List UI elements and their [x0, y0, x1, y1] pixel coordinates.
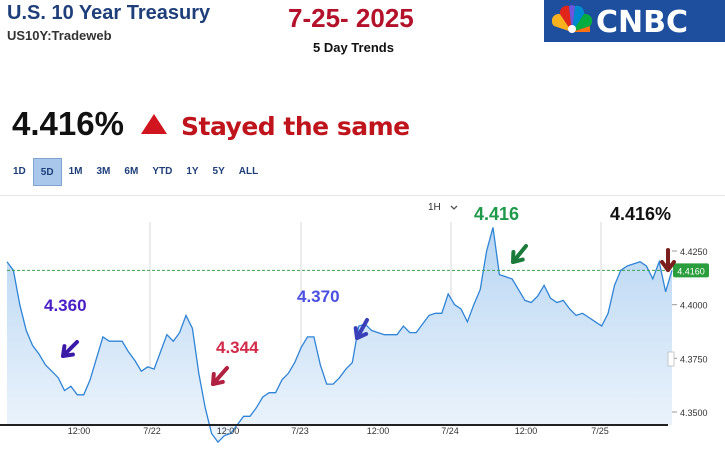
y-tick-label: 4.3500 [680, 408, 708, 418]
last-price: 4.416% [12, 105, 124, 142]
x-tick-label: 12:00 [515, 426, 538, 436]
scroll-handle [667, 351, 675, 367]
cnbc-logo: CNBC [544, 0, 725, 42]
range-tabs: 1D 5D 1M 3M 6M YTD 1Y 5Y ALL [6, 158, 265, 186]
arrow-4370 [355, 318, 369, 340]
annotation-label: 4.360 [44, 296, 87, 315]
tab-1y[interactable]: 1Y [186, 166, 199, 177]
x-tick-label: 7/22 [143, 426, 161, 436]
tab-5d[interactable]: 5D [32, 158, 62, 186]
x-tick-label: 12:00 [217, 426, 240, 436]
series-area [7, 227, 672, 443]
x-tick-label: 7/23 [291, 426, 309, 436]
yield-chart[interactable]: 4.4160 4.3500 4.3750 4.4000 4.4250 12:00 7/22 1… [0, 196, 725, 451]
instrument-title: U.S. 10 Year Treasury [7, 2, 211, 24]
x-axis-line [0, 424, 668, 426]
tab-1d[interactable]: 1D [13, 166, 26, 177]
tab-ytd[interactable]: YTD [152, 166, 173, 177]
resolution-selector[interactable]: 1H [428, 202, 441, 213]
arrow-4360-head [61, 344, 75, 358]
annotation-label: 4.416% [610, 204, 672, 224]
tab-3m[interactable]: 3M [96, 166, 111, 177]
tab-1m[interactable]: 1M [68, 166, 83, 177]
chevron-down-icon[interactable] [449, 203, 459, 213]
x-tick-label: 12:00 [367, 426, 390, 436]
divider [0, 195, 725, 196]
annotation-label: 4.370 [297, 287, 340, 306]
arrow-4370-head [353, 326, 369, 340]
x-tick-label: 7/25 [591, 426, 609, 436]
series-line [6, 227, 673, 444]
change-status: Stayed the same [181, 112, 410, 141]
annotation-label: 4.344 [216, 338, 259, 357]
x-tick-label: 7/24 [441, 426, 459, 436]
arrow-4416 [511, 244, 528, 264]
peacock-icon [552, 5, 592, 33]
arrow-last-head [660, 259, 676, 272]
y-tick-label: 4.4250 [680, 247, 708, 257]
tab-5y[interactable]: 5Y [212, 166, 225, 177]
arrow-4416-head [511, 250, 525, 264]
x-tick-label: 12:00 [68, 426, 91, 436]
triangle-up-icon [141, 114, 167, 134]
trend-label: 5 Day Trends [313, 40, 394, 55]
arrow-4344-head [211, 372, 225, 386]
tab-6m[interactable]: 6M [124, 166, 139, 177]
y-tick-label: 4.4000 [680, 301, 708, 311]
tab-all[interactable]: ALL [238, 166, 259, 177]
annotation-label: 4.416 [474, 204, 520, 224]
last-price-tag-label: 4.4160 [677, 266, 705, 276]
instrument-symbol: US10Y:Tradeweb [7, 28, 112, 43]
arrow-4344 [211, 366, 229, 386]
last-price-tag [673, 263, 709, 278]
report-date: 7-25- 2025 [288, 3, 414, 33]
logo-text: CNBC [596, 5, 689, 40]
y-tick-label: 4.3750 [680, 354, 708, 364]
